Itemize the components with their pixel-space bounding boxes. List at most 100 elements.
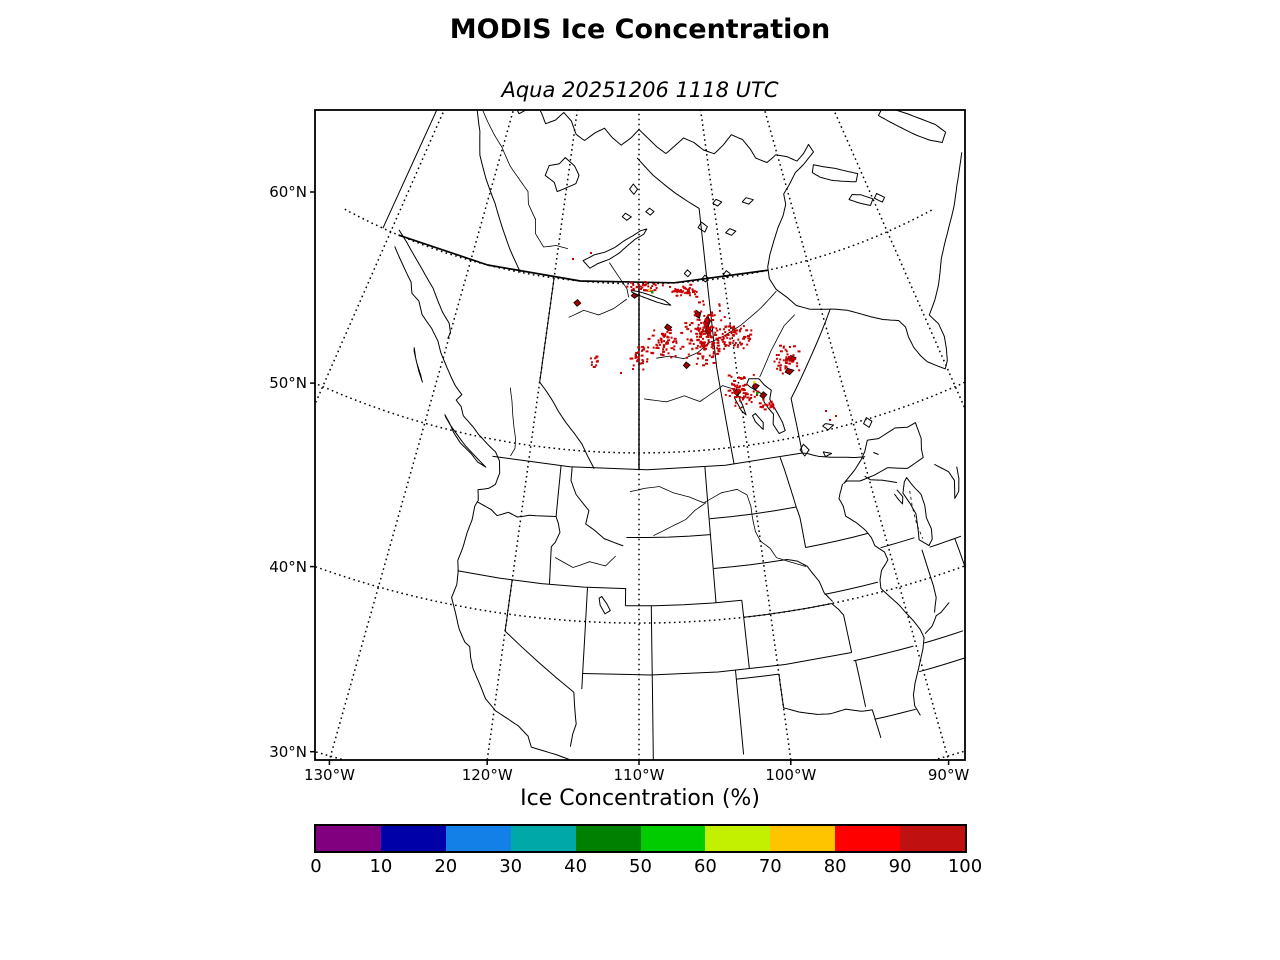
ice-pixel: [697, 352, 700, 355]
ice-pixel: [703, 341, 706, 344]
ice-pixel: [718, 303, 721, 306]
border-line: [909, 490, 924, 539]
ice-pixel: [674, 288, 677, 291]
ice-pixel: [788, 346, 791, 348]
ice-pixel: [673, 340, 675, 343]
ice-pixel: [762, 404, 765, 407]
ice-pixel: [680, 294, 683, 297]
ice-pixel: [676, 288, 679, 291]
ice-pixel: [733, 383, 736, 386]
lon-tick-label: 100°W: [765, 766, 817, 784]
colorbar-segment: [705, 826, 771, 851]
ice-pixel: [644, 283, 647, 286]
ice-pixel: [716, 337, 719, 340]
ice-pixel: [733, 379, 735, 382]
ice-pixel: [791, 357, 794, 360]
ice-pixel: [717, 348, 720, 351]
ice-pixel: [658, 343, 661, 346]
ice-pixel: [829, 419, 831, 421]
border-line: [713, 559, 812, 572]
ice-pixel: [679, 290, 683, 293]
lake-outline: [733, 395, 747, 416]
ice-pixel: [698, 319, 701, 321]
ice-pixel: [675, 340, 678, 343]
ice-pixel: [712, 326, 715, 329]
border-line: [735, 670, 745, 755]
ice-pixel: [787, 355, 791, 358]
ice-pixel: [707, 328, 710, 330]
ice-pixel: [699, 341, 702, 344]
ice-pixel: [729, 343, 732, 345]
ice-pixel: [729, 331, 733, 334]
lakes: [544, 157, 960, 615]
ice-pixel: [791, 360, 795, 363]
lake-outline: [741, 197, 754, 205]
ice-pixel: [643, 289, 645, 292]
ice-pixel: [688, 342, 692, 345]
colorbar-segment: [380, 826, 446, 851]
lon-tick-label: 130°W: [303, 766, 355, 784]
river-line: [609, 262, 629, 298]
ice-pixel: [665, 342, 668, 345]
ice-pixel: [662, 346, 665, 349]
ice-pixel: [688, 292, 691, 294]
ice-pixel: [709, 336, 713, 339]
border-line: [570, 466, 624, 547]
border-line: [504, 579, 577, 747]
ice-pixel: [710, 346, 713, 349]
ice-pixel: [699, 352, 702, 355]
lake-outline: [822, 451, 833, 458]
border-line: [864, 475, 898, 483]
border-line: [924, 602, 950, 634]
border-line: [709, 506, 797, 520]
ice-pixel: [716, 344, 720, 347]
ice-pixel: [650, 351, 654, 354]
ice-pixel: [743, 376, 746, 379]
ice-pixel: [686, 338, 689, 341]
ice-pixel: [740, 327, 743, 330]
colorbar-segment: [640, 826, 706, 851]
ice-pixel: [694, 327, 697, 330]
ice-pixel: [728, 329, 731, 332]
ice-pixel: [637, 283, 640, 286]
ice-pixel: [670, 356, 673, 359]
ice-pixel: [785, 350, 788, 353]
ice-pixel: [738, 377, 742, 379]
ice-pixel: [734, 385, 737, 388]
ice-pixel: [653, 289, 657, 292]
ice-pixel: [749, 333, 753, 336]
ice-pixel: [626, 285, 629, 288]
ice-pixel: [663, 340, 666, 343]
ice-pixel: [732, 339, 735, 342]
ice-pixel: [651, 334, 655, 337]
ice-pixel: [640, 354, 644, 357]
colorbar-tick-label: 20: [434, 856, 458, 877]
ice-pixel: [752, 390, 755, 393]
ice-pixel: [718, 309, 721, 312]
ice-pixel: [660, 340, 663, 343]
border-line: [382, 110, 438, 229]
ice-pixel: [729, 337, 732, 340]
ice-pixel: [662, 348, 664, 351]
ice-pixel: [695, 290, 698, 293]
ice-pixel: [657, 341, 660, 344]
border-line: [924, 630, 964, 644]
ice-pixel: [738, 376, 740, 379]
ice-pixel: [665, 348, 668, 351]
ice-pixel: [673, 290, 677, 293]
ice-pixel: [737, 389, 740, 392]
ice-pixel: [704, 344, 707, 347]
ice-pixel: [708, 326, 712, 329]
lake-outline: [621, 212, 632, 221]
colorbar-tick-label: 90: [888, 856, 912, 877]
lake-outline: [697, 221, 708, 233]
border-line: [531, 746, 573, 760]
ice-pixel: [655, 287, 658, 289]
ice-pixel: [687, 353, 690, 356]
ice-pixel: [637, 351, 640, 353]
ice-pixel: [695, 347, 699, 350]
ice-overlay: [572, 252, 837, 421]
ice-pixel: [794, 357, 797, 360]
ice-pixel: [696, 335, 698, 338]
border-line: [398, 229, 451, 339]
